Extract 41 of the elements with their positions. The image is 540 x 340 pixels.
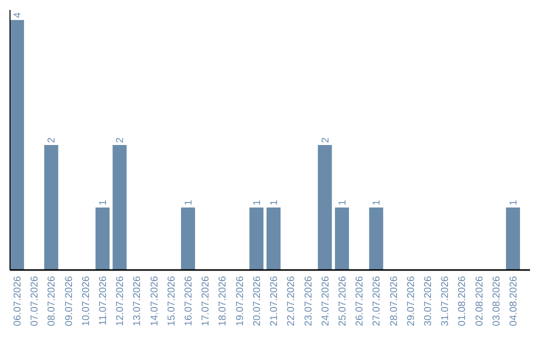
data-label: 1 [337,200,348,206]
x-tick-label: 02.08.2026 [474,276,486,326]
x-tick-label: 26.07.2026 [354,276,366,326]
x-tick-label: 07.07.2026 [30,276,41,326]
x-tick-label: 18.07.2026 [218,276,229,326]
x-tick-label: 25.07.2026 [337,276,348,326]
x-tick-label: 14.07.2026 [149,276,160,326]
x-tick-label: 27.07.2026 [372,276,383,326]
x-tick-label: 04.08.2026 [508,276,520,326]
data-label: 1 [184,200,195,206]
x-tick-label: 29.07.2026 [406,276,417,326]
data-label: 1 [269,200,280,206]
data-label: 2 [46,137,58,143]
data-label: 1 [508,200,520,206]
x-tick-label: 30.07.2026 [422,276,434,326]
data-label: 1 [372,200,383,206]
x-tick-label: 03.08.2026 [491,276,502,326]
data-label: 2 [115,137,126,143]
x-tick-label: 01.08.2026 [457,276,468,326]
x-tick-label: 10.07.2026 [80,276,92,326]
x-tick-label: 13.07.2026 [132,276,144,326]
data-label: 1 [98,200,110,206]
x-tick-label: 15.07.2026 [166,276,178,326]
x-tick-label: 28.07.2026 [388,276,400,326]
data-label: 2 [320,137,332,143]
x-tick-label: 24.07.2026 [320,276,332,326]
x-tick-label: 19.07.2026 [234,276,246,326]
x-tick-label: 12.07.2026 [115,276,126,326]
x-tick-label: 22.07.2026 [286,276,298,326]
x-tick-label: 09.07.2026 [64,276,75,326]
data-label: 1 [252,200,263,206]
x-tick-label: 20.07.2026 [252,276,263,326]
x-tick-label: 21.07.2026 [269,276,280,326]
data-label: 4 [12,12,24,18]
x-tick-label: 11.07.2026 [98,276,110,326]
x-tick-label: 08.07.2026 [46,276,58,326]
x-tick-label: 06.07.2026 [12,276,24,326]
x-tick-label: 23.07.2026 [303,276,314,326]
x-tick-label: 31.07.2026 [440,276,452,326]
x-tick-label: 16.07.2026 [184,276,195,326]
x-tick-label: 17.07.2026 [200,276,212,326]
